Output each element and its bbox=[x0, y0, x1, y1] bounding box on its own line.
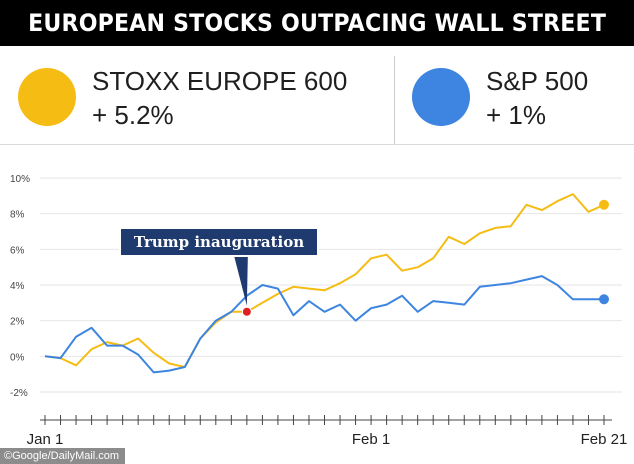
sp500-end-point bbox=[599, 294, 609, 305]
y-tick-label: 6% bbox=[10, 245, 25, 256]
y-tick-label: 0% bbox=[10, 352, 25, 363]
annotation-box bbox=[119, 227, 319, 257]
annotation-marker bbox=[241, 306, 252, 317]
y-tick-label: 2% bbox=[10, 317, 25, 328]
annotation-label: Trump inauguration bbox=[134, 233, 304, 251]
x-tick-label: Jan 1 bbox=[27, 431, 64, 446]
y-tick-label: 10% bbox=[10, 174, 30, 185]
sp500-series-line bbox=[44, 275, 604, 374]
sp500-legend-label: S&P 500 bbox=[486, 66, 589, 96]
header-divider bbox=[0, 144, 634, 145]
x-tick-label: Feb 1 bbox=[352, 431, 390, 446]
y-tick-label: 8% bbox=[10, 210, 25, 221]
x-tick-label: Feb 21 bbox=[581, 431, 628, 446]
annotation-pointer bbox=[233, 255, 248, 306]
stoxx-end-point bbox=[599, 199, 609, 210]
y-tick-label: 4% bbox=[10, 281, 25, 292]
sp500-legend-dot bbox=[412, 68, 470, 126]
stoxx-legend-change: + 5.2% bbox=[92, 100, 174, 130]
line-chart: 10% 8% 6% 4% 2% 0% -2% Jan 1 Feb 1 Feb 21 Trump in… bbox=[10, 174, 628, 446]
stoxx-legend-dot bbox=[18, 68, 76, 126]
image-credit: ©Google/DailyMail.com bbox=[0, 448, 126, 464]
stoxx-legend-label: STOXX EUROPE 600 bbox=[92, 66, 348, 96]
y-tick-label: -2% bbox=[10, 388, 28, 399]
stoxx-series-line bbox=[44, 193, 605, 368]
title-bar: EUROPEAN STOCKS OUTPACING WALL STREET bbox=[0, 0, 634, 46]
legend-divider bbox=[394, 56, 395, 144]
page-title: EUROPEAN STOCKS OUTPACING WALL STREET bbox=[28, 9, 606, 37]
sp500-legend-change: + 1% bbox=[486, 100, 546, 130]
